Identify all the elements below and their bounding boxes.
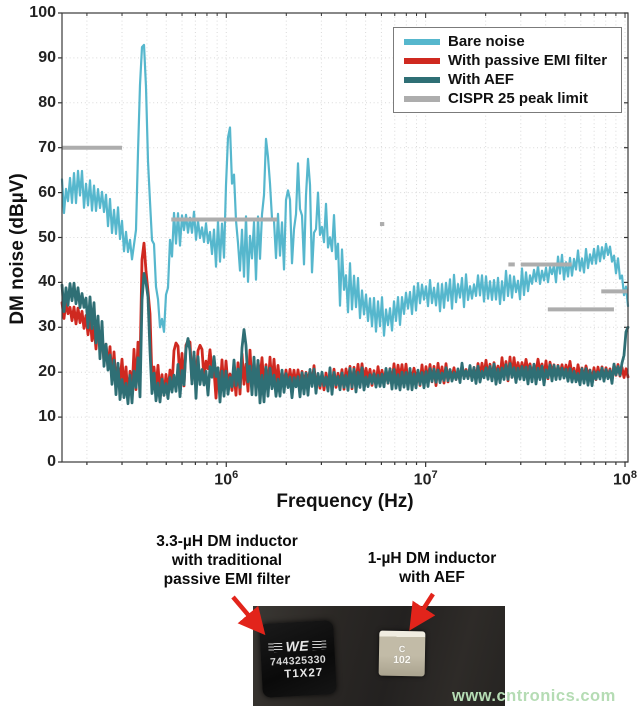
y-tick-label: 90: [38, 48, 56, 66]
y-tick-label: 100: [29, 4, 56, 21]
annotation-aef-inductor: 1-µH DM inductor with AEF: [352, 549, 512, 587]
annotation-line: with traditional: [171, 552, 283, 569]
annotation-line: with AEF: [399, 569, 465, 586]
legend-item: Bare noise: [404, 33, 621, 50]
legend-label: With AEF: [448, 71, 514, 88]
annotation-line: 3.3-µH DM inductor: [156, 533, 298, 550]
y-tick-label: 50: [38, 228, 56, 246]
y-tick-label: 60: [38, 183, 56, 201]
inductor-photo: WE 744325330 T1X27 C 102: [253, 606, 505, 706]
x-tick-label: 107: [413, 469, 438, 489]
y-tick-label: 30: [38, 318, 56, 336]
legend-item: With passive EMI filter: [404, 52, 621, 69]
y-tick-label: 20: [38, 363, 56, 381]
y-tick-label: 70: [38, 138, 56, 156]
y-axis-title: DM noise (dBµV): [7, 173, 28, 325]
legend-swatch-icon: [404, 38, 440, 45]
component-marking: 102: [393, 653, 411, 667]
legend-swatch-icon: [404, 76, 440, 83]
x-axis-title: Frequency (Hz): [276, 491, 414, 512]
x-tick-label: 106: [214, 469, 239, 489]
inductor-lot-code: T1X27: [284, 666, 324, 681]
legend-item: With AEF: [404, 71, 621, 88]
legend-swatch-icon: [404, 95, 440, 102]
logo-text: WE: [285, 637, 310, 655]
logo-stripes-icon: [311, 640, 327, 650]
y-tick-label: 10: [38, 408, 56, 426]
chart-legend: Bare noise With passive EMI filter With AE…: [393, 27, 622, 113]
y-tick-label: 40: [38, 273, 56, 291]
annotation-line: 1-µH DM inductor: [367, 550, 497, 567]
inductor-aef: C 102: [378, 630, 426, 677]
legend-swatch-icon: [404, 57, 440, 64]
watermark-text: www.cntronics.com: [452, 687, 616, 705]
legend-label: Bare noise: [448, 33, 525, 50]
annotation-line: passive EMI filter: [163, 571, 291, 588]
y-tick-label: 80: [38, 93, 56, 111]
y-tick-label: 0: [47, 453, 56, 470]
component-marking: C: [398, 643, 406, 655]
legend-label: With passive EMI filter: [448, 52, 608, 69]
wuerth-logo: WE: [268, 637, 327, 656]
chart-plot-area: [58, 12, 630, 467]
legend-item: CISPR 25 peak limit: [404, 90, 621, 107]
x-tick-label: 108: [613, 469, 637, 489]
annotation-passive-filter-inductor: 3.3-µH DM inductor with traditional pass…: [128, 532, 326, 589]
legend-label: CISPR 25 peak limit: [448, 90, 589, 107]
emi-noise-chart: 0 10 20 30 40 50 60 70 80 90 100 106 107 108 DM nois…: [7, 4, 637, 512]
inductor-passive-filter: WE 744325330 T1X27: [259, 620, 337, 698]
logo-stripes-icon: [268, 642, 283, 653]
